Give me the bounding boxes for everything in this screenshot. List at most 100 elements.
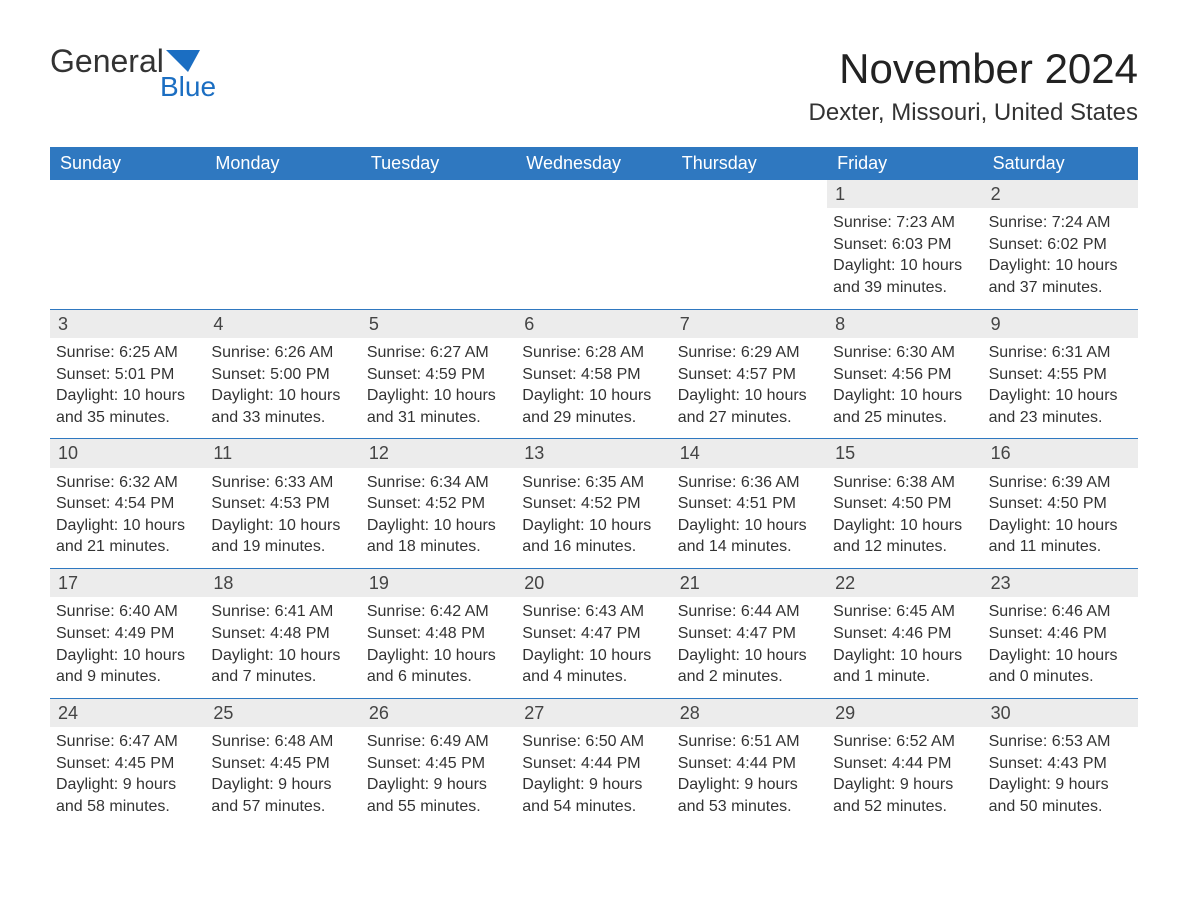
daylight2-text: and 2 minutes. (678, 666, 821, 688)
sunrise-text: Sunrise: 6:46 AM (989, 601, 1132, 623)
daylight1-text: Daylight: 9 hours (989, 774, 1132, 796)
sunset-text: Sunset: 4:45 PM (56, 753, 199, 775)
day-number: 12 (361, 439, 516, 467)
daylight2-text: and 7 minutes. (211, 666, 354, 688)
day-cell: 30Sunrise: 6:53 AMSunset: 4:43 PMDayligh… (983, 699, 1138, 828)
day-cell: 12Sunrise: 6:34 AMSunset: 4:52 PMDayligh… (361, 439, 516, 568)
logo-text-b: Blue (160, 71, 216, 103)
sunset-text: Sunset: 4:58 PM (522, 364, 665, 386)
empty-cell (516, 180, 671, 309)
day-header: Friday (827, 147, 982, 180)
sunrise-text: Sunrise: 6:30 AM (833, 342, 976, 364)
week-row: 17Sunrise: 6:40 AMSunset: 4:49 PMDayligh… (50, 568, 1138, 698)
daylight2-text: and 23 minutes. (989, 407, 1132, 429)
day-number: 1 (827, 180, 982, 208)
daylight1-text: Daylight: 10 hours (522, 645, 665, 667)
sunrise-text: Sunrise: 6:53 AM (989, 731, 1132, 753)
day-cell: 18Sunrise: 6:41 AMSunset: 4:48 PMDayligh… (205, 569, 360, 698)
day-cell: 29Sunrise: 6:52 AMSunset: 4:44 PMDayligh… (827, 699, 982, 828)
daylight2-text: and 14 minutes. (678, 536, 821, 558)
day-number: 6 (516, 310, 671, 338)
day-cell: 17Sunrise: 6:40 AMSunset: 4:49 PMDayligh… (50, 569, 205, 698)
sunrise-text: Sunrise: 6:48 AM (211, 731, 354, 753)
week-row: 3Sunrise: 6:25 AMSunset: 5:01 PMDaylight… (50, 309, 1138, 439)
daylight1-text: Daylight: 9 hours (56, 774, 199, 796)
daylight2-text: and 53 minutes. (678, 796, 821, 818)
daylight2-text: and 9 minutes. (56, 666, 199, 688)
daylight1-text: Daylight: 9 hours (211, 774, 354, 796)
day-cell: 9Sunrise: 6:31 AMSunset: 4:55 PMDaylight… (983, 310, 1138, 439)
sunrise-text: Sunrise: 7:23 AM (833, 212, 976, 234)
day-number: 29 (827, 699, 982, 727)
sunrise-text: Sunrise: 6:39 AM (989, 472, 1132, 494)
day-cell: 2Sunrise: 7:24 AMSunset: 6:02 PMDaylight… (983, 180, 1138, 309)
day-cell: 5Sunrise: 6:27 AMSunset: 4:59 PMDaylight… (361, 310, 516, 439)
day-number: 18 (205, 569, 360, 597)
daylight2-text: and 50 minutes. (989, 796, 1132, 818)
day-cell: 1Sunrise: 7:23 AMSunset: 6:03 PMDaylight… (827, 180, 982, 309)
day-number: 7 (672, 310, 827, 338)
sunrise-text: Sunrise: 6:31 AM (989, 342, 1132, 364)
daylight1-text: Daylight: 10 hours (833, 515, 976, 537)
day-cell: 23Sunrise: 6:46 AMSunset: 4:46 PMDayligh… (983, 569, 1138, 698)
sunrise-text: Sunrise: 6:38 AM (833, 472, 976, 494)
day-number: 9 (983, 310, 1138, 338)
day-header: Saturday (983, 147, 1138, 180)
sunrise-text: Sunrise: 6:45 AM (833, 601, 976, 623)
sunset-text: Sunset: 4:59 PM (367, 364, 510, 386)
day-cell: 6Sunrise: 6:28 AMSunset: 4:58 PMDaylight… (516, 310, 671, 439)
day-header: Wednesday (516, 147, 671, 180)
sunset-text: Sunset: 4:50 PM (833, 493, 976, 515)
daylight1-text: Daylight: 10 hours (367, 645, 510, 667)
sunset-text: Sunset: 5:00 PM (211, 364, 354, 386)
day-number: 30 (983, 699, 1138, 727)
daylight1-text: Daylight: 10 hours (678, 385, 821, 407)
empty-cell (361, 180, 516, 309)
daylight2-text: and 16 minutes. (522, 536, 665, 558)
header: General Blue November 2024 Dexter, Misso… (50, 45, 1138, 127)
empty-cell (50, 180, 205, 309)
daylight2-text: and 1 minute. (833, 666, 976, 688)
day-header-row: Sunday Monday Tuesday Wednesday Thursday… (50, 147, 1138, 180)
location: Dexter, Missouri, United States (809, 99, 1138, 127)
sunset-text: Sunset: 4:52 PM (522, 493, 665, 515)
calendar: Sunday Monday Tuesday Wednesday Thursday… (50, 147, 1138, 827)
daylight1-text: Daylight: 9 hours (367, 774, 510, 796)
sunset-text: Sunset: 4:45 PM (367, 753, 510, 775)
daylight1-text: Daylight: 10 hours (56, 515, 199, 537)
daylight1-text: Daylight: 10 hours (989, 255, 1132, 277)
month-title: November 2024 (809, 45, 1138, 93)
daylight2-text: and 31 minutes. (367, 407, 510, 429)
sunset-text: Sunset: 4:54 PM (56, 493, 199, 515)
day-header: Sunday (50, 147, 205, 180)
sunset-text: Sunset: 4:51 PM (678, 493, 821, 515)
daylight2-text: and 6 minutes. (367, 666, 510, 688)
day-number: 10 (50, 439, 205, 467)
sunset-text: Sunset: 5:01 PM (56, 364, 199, 386)
day-number: 23 (983, 569, 1138, 597)
sunrise-text: Sunrise: 6:26 AM (211, 342, 354, 364)
day-cell: 25Sunrise: 6:48 AMSunset: 4:45 PMDayligh… (205, 699, 360, 828)
day-cell: 26Sunrise: 6:49 AMSunset: 4:45 PMDayligh… (361, 699, 516, 828)
day-number: 2 (983, 180, 1138, 208)
day-number: 28 (672, 699, 827, 727)
sunrise-text: Sunrise: 7:24 AM (989, 212, 1132, 234)
sunset-text: Sunset: 4:50 PM (989, 493, 1132, 515)
day-cell: 7Sunrise: 6:29 AMSunset: 4:57 PMDaylight… (672, 310, 827, 439)
sunset-text: Sunset: 4:44 PM (678, 753, 821, 775)
day-cell: 22Sunrise: 6:45 AMSunset: 4:46 PMDayligh… (827, 569, 982, 698)
daylight1-text: Daylight: 10 hours (989, 385, 1132, 407)
daylight1-text: Daylight: 9 hours (678, 774, 821, 796)
daylight2-text: and 55 minutes. (367, 796, 510, 818)
day-cell: 4Sunrise: 6:26 AMSunset: 5:00 PMDaylight… (205, 310, 360, 439)
day-cell: 14Sunrise: 6:36 AMSunset: 4:51 PMDayligh… (672, 439, 827, 568)
day-number: 5 (361, 310, 516, 338)
daylight1-text: Daylight: 10 hours (833, 645, 976, 667)
sunrise-text: Sunrise: 6:50 AM (522, 731, 665, 753)
daylight1-text: Daylight: 10 hours (989, 645, 1132, 667)
sunrise-text: Sunrise: 6:40 AM (56, 601, 199, 623)
day-number: 4 (205, 310, 360, 338)
sunset-text: Sunset: 4:52 PM (367, 493, 510, 515)
logo-text-a: General (50, 45, 164, 77)
day-cell: 15Sunrise: 6:38 AMSunset: 4:50 PMDayligh… (827, 439, 982, 568)
